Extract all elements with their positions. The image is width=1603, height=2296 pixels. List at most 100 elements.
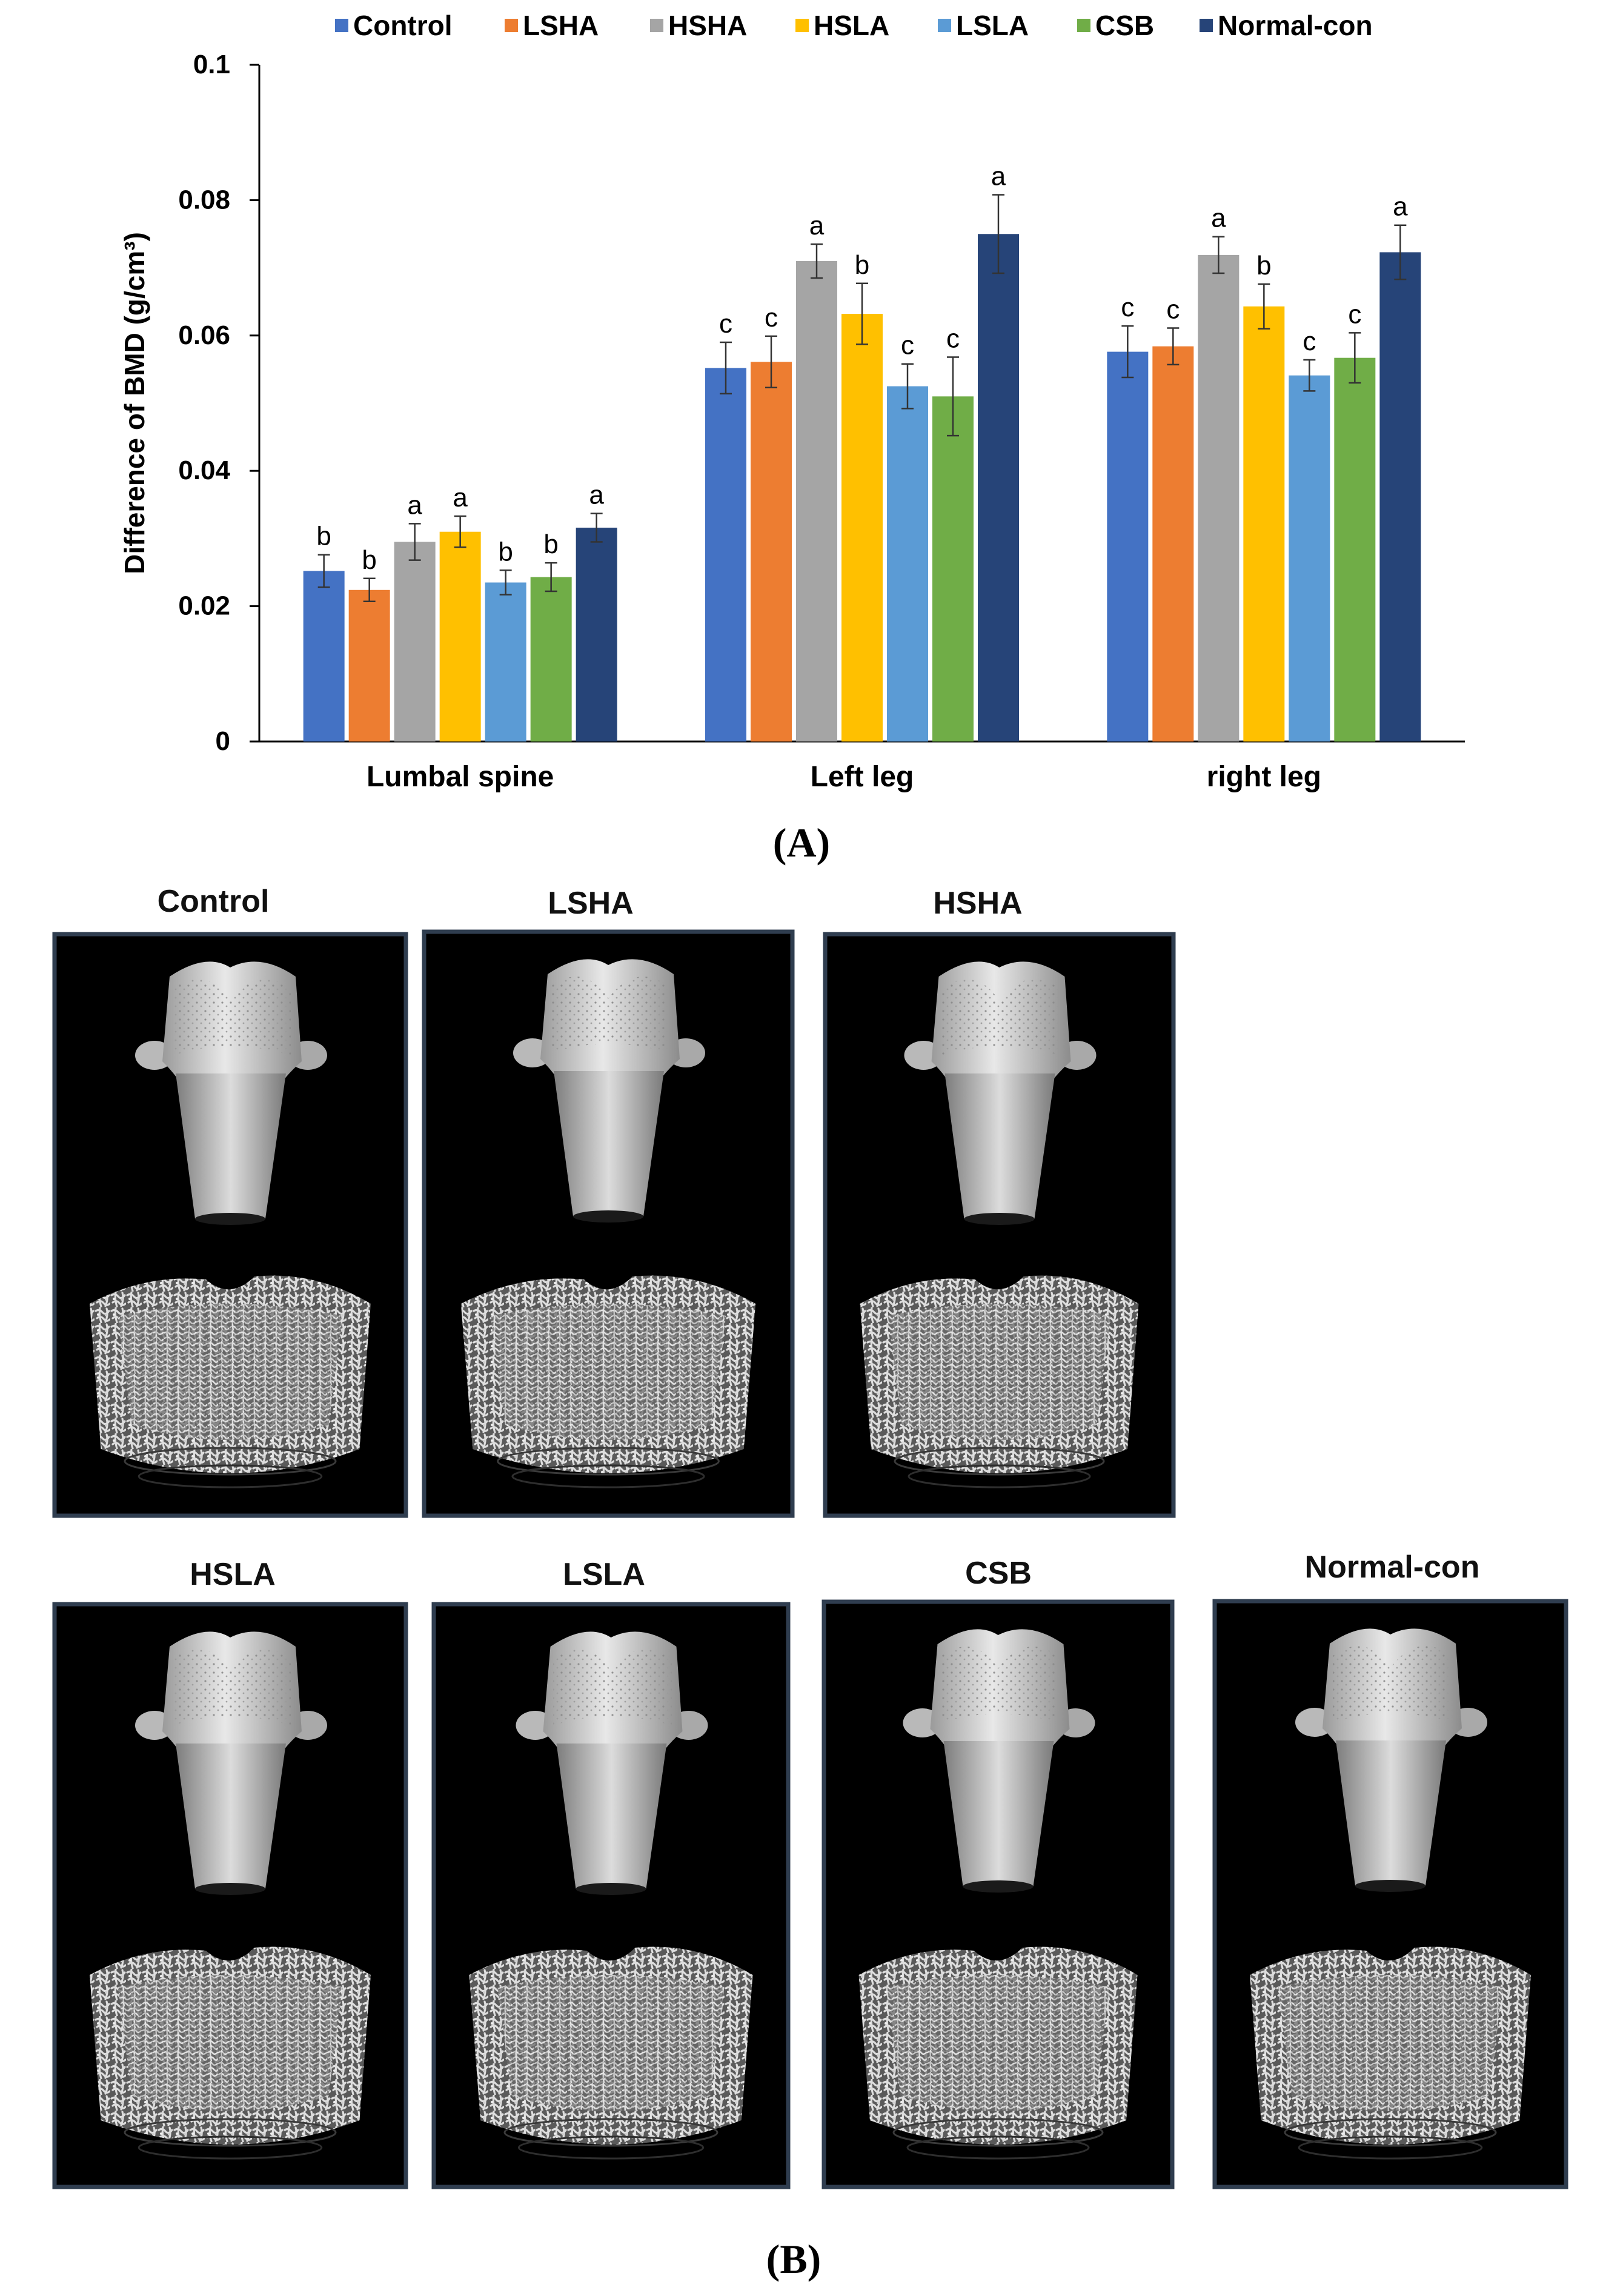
- trabecular-ring: [517, 2135, 705, 2160]
- trabecular-core: [118, 1975, 343, 2111]
- trabecular-ring: [892, 2118, 1104, 2147]
- panel-a-label: (A): [773, 820, 830, 866]
- legend-swatch: [795, 19, 809, 32]
- bar: [887, 386, 928, 742]
- significance-letter: c: [1121, 293, 1134, 322]
- significance-letter: a: [407, 490, 422, 520]
- trabecular-bone-image: [1250, 1946, 1531, 2160]
- significance-letter: b: [543, 529, 558, 559]
- x-tick-label: Lumbal spine: [367, 761, 554, 793]
- trabecular-ring: [124, 2118, 337, 2147]
- microct-tile: CSB: [821, 1556, 1175, 2189]
- bar: [751, 362, 792, 742]
- legend-label: CSB: [1095, 10, 1154, 41]
- microct-tile: Control: [52, 884, 408, 1518]
- tibia-bone-image: [903, 1629, 1095, 1893]
- bar: [1289, 375, 1330, 742]
- trabecular-ring: [124, 1447, 337, 1476]
- bar: [841, 314, 883, 742]
- microct-label: HSHA: [933, 886, 1022, 921]
- significance-letter: b: [362, 545, 376, 575]
- bone-growth-plate: [941, 979, 1060, 1055]
- bar: [303, 571, 345, 742]
- bone-shaft: [944, 1073, 1055, 1219]
- trabecular-core: [497, 1975, 725, 2111]
- tibia-bone-image: [904, 961, 1097, 1225]
- significance-letter: b: [316, 522, 331, 551]
- trabecular-core: [886, 1975, 1110, 2111]
- legend-label: HSHA: [668, 10, 747, 41]
- trabecular-core: [490, 1304, 726, 1440]
- significance-letter: c: [1166, 295, 1180, 325]
- bone-growth-plate: [173, 1649, 291, 1725]
- microct-label: Control: [158, 884, 270, 919]
- bone-shaft-end: [964, 1213, 1035, 1225]
- bone-shaft: [554, 1071, 664, 1216]
- y-axis-label: Difference of BMD (g/cm³): [119, 232, 150, 574]
- bar: [1152, 346, 1194, 742]
- legend-swatch: [505, 19, 518, 32]
- bar: [348, 589, 390, 742]
- trabecular-ring: [908, 1464, 1091, 1488]
- tibia-bone-image: [135, 961, 327, 1225]
- bone-shaft-end: [195, 1213, 265, 1225]
- microct-tile: HSHA: [823, 886, 1176, 1518]
- significance-letter: b: [498, 537, 513, 566]
- significance-letter: b: [855, 250, 869, 280]
- significance-letter: a: [453, 483, 468, 513]
- microct-tile: HSLA: [52, 1557, 408, 2189]
- microct-tile: LSLA: [431, 1557, 791, 2189]
- bar: [705, 368, 746, 742]
- panel-b-label: (B): [766, 2236, 821, 2282]
- trabecular-bone-image: [460, 1275, 756, 1488]
- legend-swatch: [650, 19, 663, 32]
- microct-label: LSLA: [563, 1557, 645, 1592]
- y-tick-label: 0.1: [193, 50, 230, 79]
- legend-label: Normal-con: [1218, 10, 1373, 41]
- y-tick-label: 0.02: [178, 591, 230, 621]
- bone-growth-plate: [173, 979, 291, 1055]
- bar: [1198, 254, 1240, 742]
- tibia-bone-image: [135, 1631, 327, 1895]
- trabecular-ring: [138, 2135, 323, 2160]
- bone-shaft: [176, 1744, 286, 1889]
- trabecular-ring: [511, 1464, 705, 1488]
- bar: [485, 582, 526, 742]
- trabecular-ring: [497, 1447, 720, 1476]
- trabecular-bone-image: [469, 1946, 753, 2160]
- trabecular-bone-image: [90, 1275, 371, 1488]
- legend-label: HSLA: [814, 10, 889, 41]
- microct-label: Normal-con: [1305, 1550, 1480, 1585]
- trabecular-ring: [503, 2118, 719, 2147]
- legend-swatch: [1077, 19, 1090, 32]
- bone-growth-plate: [940, 1647, 1059, 1723]
- legend-label: Control: [353, 10, 453, 41]
- microct-label: LSHA: [548, 886, 634, 921]
- significance-letter: c: [719, 309, 732, 339]
- legend-swatch: [1200, 19, 1213, 32]
- legend-label: LSLA: [956, 10, 1029, 41]
- bone-shaft: [1336, 1740, 1446, 1886]
- bone-growth-plate: [1333, 1646, 1451, 1722]
- bone-shaft-end: [573, 1210, 643, 1223]
- significance-letter: c: [946, 324, 960, 354]
- significance-letter: c: [765, 303, 778, 333]
- significance-letter: c: [1303, 327, 1316, 356]
- bar-chart: 0 0.02 0.04 0.06 0.08 0.1 Difference of BMD (g…: [119, 10, 1465, 793]
- bone-shaft-end: [576, 1883, 646, 1895]
- x-tick-label: right leg: [1207, 761, 1321, 793]
- trabecular-bone-image: [860, 1275, 1139, 1488]
- bar: [1107, 351, 1149, 742]
- bone-growth-plate: [553, 1649, 672, 1725]
- x-tick-label: Left leg: [811, 761, 914, 793]
- trabecular-ring: [894, 1447, 1105, 1476]
- trabecular-ring: [906, 2135, 1090, 2160]
- legend-swatch: [335, 19, 348, 32]
- microct-tile: LSHA: [422, 886, 795, 1518]
- trabecular-bone-image: [90, 1946, 371, 2160]
- bar: [978, 234, 1019, 742]
- trabecular-bone-image: [858, 1946, 1138, 2160]
- significance-letter: c: [901, 331, 914, 360]
- trabecular-core: [888, 1304, 1111, 1440]
- trabecular-ring: [1298, 2135, 1483, 2160]
